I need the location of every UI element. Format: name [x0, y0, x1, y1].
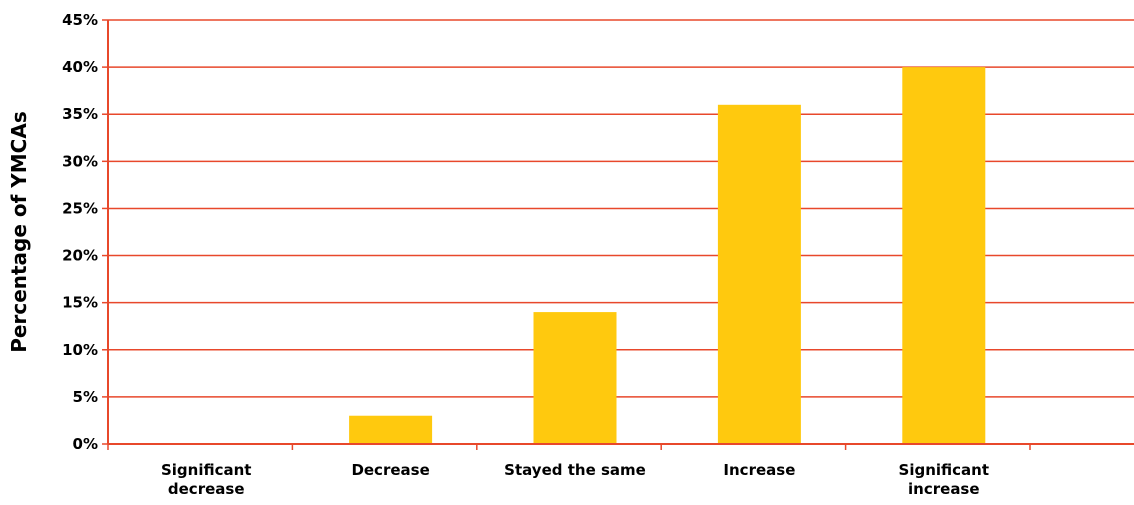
x-tick-label: Decrease	[351, 461, 429, 479]
bar-1	[349, 415, 433, 444]
x-tick-label: Increase	[723, 461, 795, 479]
x-tick-labels: Significant decrease Decrease Stayed the sa…	[161, 461, 989, 498]
axes	[102, 19, 1134, 450]
y-tick-label: 25%	[62, 199, 98, 217]
y-tick-label: 30%	[62, 152, 98, 170]
y-axis-label: Percentage of YMCAs	[7, 111, 31, 353]
bar-4	[902, 67, 986, 444]
y-tick-labels: 0% 5% 10% 15% 20% 25% 30% 35% 40% 45%	[62, 11, 98, 453]
y-tick-label: 5%	[73, 388, 98, 406]
bar-3	[717, 104, 801, 445]
bar-2	[533, 312, 617, 444]
x-tick-label: Significant increase	[899, 461, 989, 498]
y-tick-label: 0%	[73, 435, 98, 453]
x-tick-label: Stayed the same	[504, 461, 646, 479]
y-tick-label: 35%	[62, 105, 98, 123]
y-tick-label: 15%	[62, 294, 98, 312]
y-tick-label: 20%	[62, 247, 98, 265]
y-tick-label: 40%	[62, 58, 98, 76]
y-tick-label: 10%	[62, 341, 98, 359]
x-tick-label: Significant decrease	[161, 461, 251, 498]
y-tick-label: 45%	[62, 11, 98, 29]
bars	[349, 67, 986, 445]
gridlines	[108, 19, 1134, 398]
